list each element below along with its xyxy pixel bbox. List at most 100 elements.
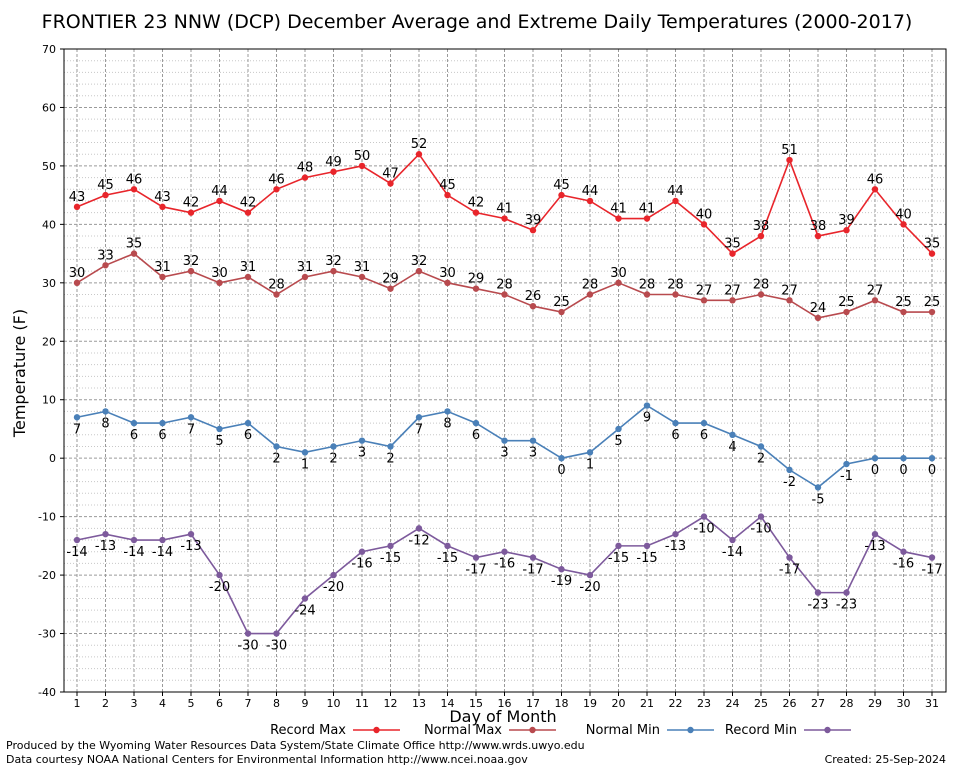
normal-min-point <box>757 443 765 450</box>
legend-marker <box>373 726 380 734</box>
record-max-point <box>643 215 651 222</box>
record-min-data-label: -24 <box>294 603 315 618</box>
normal-max-point <box>216 279 223 287</box>
record-min-point <box>529 554 537 561</box>
record-max-point <box>301 174 309 181</box>
record-min-data-label: -14 <box>722 545 743 560</box>
normal-max-point <box>871 297 879 304</box>
record-min-point <box>187 530 195 538</box>
normal-max-point <box>301 273 309 281</box>
normal-max-point <box>187 267 195 275</box>
record-min-data-label: -17 <box>921 563 942 578</box>
normal-min-data-label: 8 <box>443 416 451 431</box>
record-max-data-label: 42 <box>468 196 485 211</box>
record-min-point <box>358 548 366 555</box>
record-min-point <box>130 536 138 544</box>
y-axis-tick-labels: -40 -30 -20 -10 0 10 20 30 40 50 60 70 <box>38 43 56 699</box>
x-tick-label: 9 <box>302 697 309 710</box>
record-min-data-label: -30 <box>237 639 258 654</box>
normal-max-point <box>501 291 508 298</box>
legend-item-record-min: Record Min <box>725 723 851 738</box>
normal-min-data-label: 3 <box>529 446 537 461</box>
normal-min-point <box>187 414 195 421</box>
normal-min-data-label: 0 <box>928 463 936 478</box>
record-min-data-label: -30 <box>266 639 287 654</box>
record-min-point <box>444 542 451 550</box>
record-min-data-label: -19 <box>551 574 572 589</box>
normal-min-point <box>928 454 936 462</box>
normal-max-point <box>244 273 252 281</box>
record-min-point <box>871 530 879 538</box>
normal-max-data-label: 28 <box>753 278 770 293</box>
normal-min-data-label: 3 <box>358 446 366 461</box>
normal-max-data-label: 25 <box>838 295 855 310</box>
x-tick-label: 6 <box>216 697 223 710</box>
record-max-data-label: 45 <box>97 178 114 193</box>
record-min-data-label: -23 <box>807 598 828 613</box>
record-max-point <box>843 227 850 234</box>
record-min-data-label: -17 <box>522 563 543 578</box>
record-max-data-label: 35 <box>724 237 741 252</box>
record-max-point <box>159 203 166 211</box>
record-max-point <box>273 186 280 193</box>
normal-max-data-label: 25 <box>553 295 570 310</box>
x-tick-label: 26 <box>783 697 797 710</box>
normal-min-point <box>387 443 394 450</box>
x-tick-label: 31 <box>925 697 939 710</box>
x-tick-label: 25 <box>754 697 768 710</box>
normal-min-data-label: 6 <box>700 428 708 443</box>
normal-max-data-label: 32 <box>183 254 200 269</box>
normal-max-data-label: 33 <box>97 248 114 263</box>
x-tick-label: 15 <box>469 697 483 710</box>
record-min-data-label: -15 <box>636 551 657 566</box>
normal-max-point <box>558 308 565 316</box>
normal-min-point <box>159 419 166 427</box>
record-min-data-label: -20 <box>209 580 230 595</box>
normal-min-point <box>558 454 565 462</box>
normal-min-data-label: 0 <box>899 463 907 478</box>
y-tick-label: 50 <box>42 160 56 173</box>
record-max-point <box>700 221 708 228</box>
record-max-data-label: 43 <box>154 190 171 205</box>
normal-min-point <box>415 414 423 421</box>
record-max-data-label: 46 <box>867 172 884 187</box>
record-min-point <box>330 571 337 579</box>
normal-max-data-label: 30 <box>211 266 228 281</box>
record-max-data-label: 45 <box>553 178 570 193</box>
normal-min-data-label: 6 <box>130 428 138 443</box>
normal-min-data-label: 5 <box>614 434 622 449</box>
x-tick-label: 2 <box>102 697 109 710</box>
record-max-point <box>786 156 793 164</box>
record-max-point <box>415 151 423 158</box>
normal-max-data-label: 25 <box>895 295 912 310</box>
legend-item-normal-min: Normal Min <box>586 723 714 738</box>
legend-label: Record Max <box>270 723 346 738</box>
normal-min-data-label: 3 <box>500 446 508 461</box>
record-max-point <box>558 191 565 199</box>
record-min-point <box>900 548 907 555</box>
record-max-data-label: 46 <box>268 172 285 187</box>
normal-max-data-label: 24 <box>810 301 827 316</box>
record-min-data-label: -15 <box>608 551 629 566</box>
record-max-data-label: 44 <box>211 184 228 199</box>
y-tick-label: 70 <box>42 43 56 56</box>
record-min-data-label: -20 <box>323 580 344 595</box>
x-tick-label: 24 <box>726 697 740 710</box>
normal-min-point <box>102 408 109 415</box>
normal-min-point <box>358 437 366 444</box>
record-min-point <box>73 536 81 544</box>
normal-max-point <box>159 273 166 281</box>
record-max-data-label: 41 <box>639 202 656 217</box>
normal-max-data-label: 31 <box>240 260 257 275</box>
record-max-data-label: 43 <box>69 190 86 205</box>
y-tick-label: 60 <box>42 101 56 114</box>
x-tick-label: 27 <box>811 697 825 710</box>
record-min-point <box>216 571 223 579</box>
record-max-point <box>501 215 508 222</box>
record-min-point <box>757 513 765 520</box>
x-tick-label: 10 <box>327 697 341 710</box>
normal-min-data-label: 7 <box>187 422 195 437</box>
normal-min-data-label: 7 <box>415 422 423 437</box>
normal-min-data-label: -1 <box>840 469 853 484</box>
